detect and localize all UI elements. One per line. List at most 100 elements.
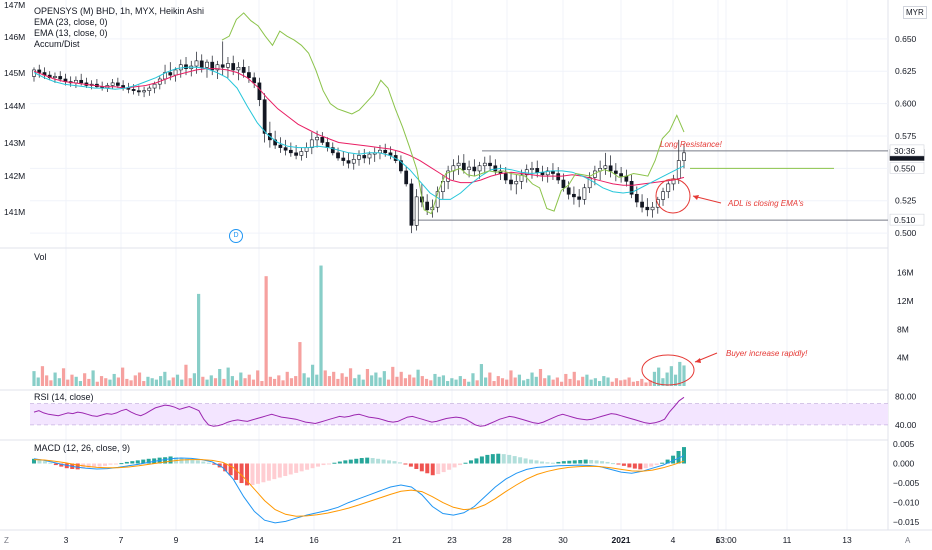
macd-histogram-78	[458, 463, 463, 466]
annotation-arrowhead-volume	[695, 358, 701, 363]
candle-body-36	[220, 64, 225, 68]
volume-bar-31	[163, 371, 167, 386]
macd-histogram-58	[348, 459, 353, 464]
macd-histogram-68	[403, 463, 408, 465]
volume-bar-126	[564, 373, 568, 386]
macd-histogram-117	[671, 455, 676, 464]
adl-tick-0: 147M	[4, 0, 25, 10]
macd-histogram-89	[518, 457, 523, 464]
price-pane[interactable]	[32, 12, 686, 234]
candle-body-118	[650, 206, 655, 211]
volume-bar-51	[247, 374, 251, 386]
volume-bar-96	[437, 376, 441, 386]
volume-bar-11	[78, 381, 83, 386]
candle-body-112	[619, 173, 623, 177]
macd-histogram-61	[365, 457, 370, 464]
volume-bar-32	[167, 380, 171, 386]
volume-bar-57	[272, 378, 277, 386]
macd-histogram-111	[638, 463, 643, 470]
volume-bar-103	[467, 381, 471, 386]
highlight-circle-price	[655, 178, 691, 214]
volume-bar-99	[450, 378, 454, 386]
volume-legend[interactable]: Vol	[34, 252, 47, 262]
volume-bar-25	[137, 372, 142, 386]
rsi-pane[interactable]	[30, 396, 888, 427]
rsi-legend[interactable]: RSI (14, close)	[34, 392, 94, 402]
adl-tick-6: 141M	[4, 207, 25, 217]
volume-bar-42	[209, 375, 213, 386]
currency-badge[interactable]: MYR	[903, 6, 927, 19]
macd-histogram-94	[545, 462, 550, 464]
macd-histogram-24	[163, 457, 168, 464]
volume-bar-74	[344, 376, 348, 386]
macd-histogram-8	[75, 463, 80, 470]
macd-histogram-99	[572, 460, 577, 464]
candle-body-88	[493, 165, 498, 172]
time-tick-1: 7	[119, 535, 124, 545]
macd-pane[interactable]	[32, 447, 686, 524]
volume-bar-114	[513, 377, 517, 386]
price-tick-0: 0.650	[895, 34, 917, 44]
time-tick-9: 2021	[612, 535, 631, 545]
volume-bar-116	[522, 380, 526, 386]
volume-bar-41	[205, 379, 209, 386]
ema13-legend[interactable]: EMA (13, close, 0)	[34, 28, 108, 38]
candle-body-9	[79, 79, 84, 84]
volume-bar-107	[484, 377, 488, 386]
candle-body-57	[330, 147, 335, 154]
macd-histogram-29	[190, 459, 195, 464]
candle-body-104	[577, 196, 582, 200]
candle-body-5	[58, 76, 63, 80]
candle-body-64	[367, 153, 372, 159]
candle-body-86	[482, 162, 487, 167]
macd-histogram-95	[550, 462, 555, 464]
auto-scale-button[interactable]: A	[905, 536, 911, 545]
dividend-marker[interactable]: D	[229, 229, 243, 243]
volume-bar-153	[678, 361, 682, 386]
volume-bar-97	[441, 375, 446, 386]
macd-histogram-30	[195, 460, 200, 464]
macd-histogram-48	[294, 463, 299, 473]
adl-legend[interactable]: Accum/Dist	[34, 39, 80, 49]
candle-body-83	[467, 166, 471, 170]
volume-bar-87	[399, 371, 403, 386]
macd-histogram-102	[589, 459, 594, 464]
time-tick-8: 30	[558, 535, 568, 545]
macd-histogram-87	[507, 454, 512, 464]
macd-histogram-88	[512, 456, 517, 464]
macd-histogram-60	[359, 458, 364, 464]
volume-bar-28	[150, 378, 154, 386]
volume-pane[interactable]	[32, 265, 686, 386]
macd-histogram-67	[397, 462, 402, 464]
candle-body-62	[357, 155, 361, 160]
candle-body-111	[613, 170, 618, 174]
macd-legend[interactable]: MACD (12, 26, close, 9)	[34, 443, 131, 453]
macd-histogram-70	[414, 463, 419, 469]
macd-histogram-100	[578, 459, 583, 464]
time-tick-12: 13:00	[715, 535, 737, 545]
macd-histogram-11	[92, 463, 97, 468]
volume-bar-136	[606, 377, 610, 386]
macd-histogram-5	[59, 463, 64, 467]
candle-body-121	[666, 183, 671, 192]
macd-histogram-85	[496, 453, 501, 464]
volume-bar-1	[36, 377, 40, 386]
candle-body-21	[142, 90, 146, 93]
symbol-title: OPENSYS (M) BHD, 1h, MYX, Heikin Ashi	[34, 6, 205, 16]
macd-histogram-97	[561, 461, 566, 464]
ema23-legend[interactable]: EMA (23, close, 0)	[34, 17, 108, 27]
volume-bar-47	[230, 376, 234, 386]
time-tick-5: 21	[392, 535, 402, 545]
volume-bar-45	[222, 378, 226, 386]
adl-tick-5: 142M	[4, 171, 25, 181]
volume-bar-7	[61, 368, 66, 386]
timezone-button[interactable]: Z	[4, 536, 9, 545]
volume-bar-100	[454, 379, 458, 386]
volume-bar-53	[256, 370, 260, 386]
macd-histogram-52	[316, 463, 321, 467]
volume-bar-104	[471, 373, 475, 386]
macd-histogram-96	[556, 461, 561, 464]
price-label-2: 0.550	[894, 163, 916, 173]
macd-line	[33, 455, 685, 524]
